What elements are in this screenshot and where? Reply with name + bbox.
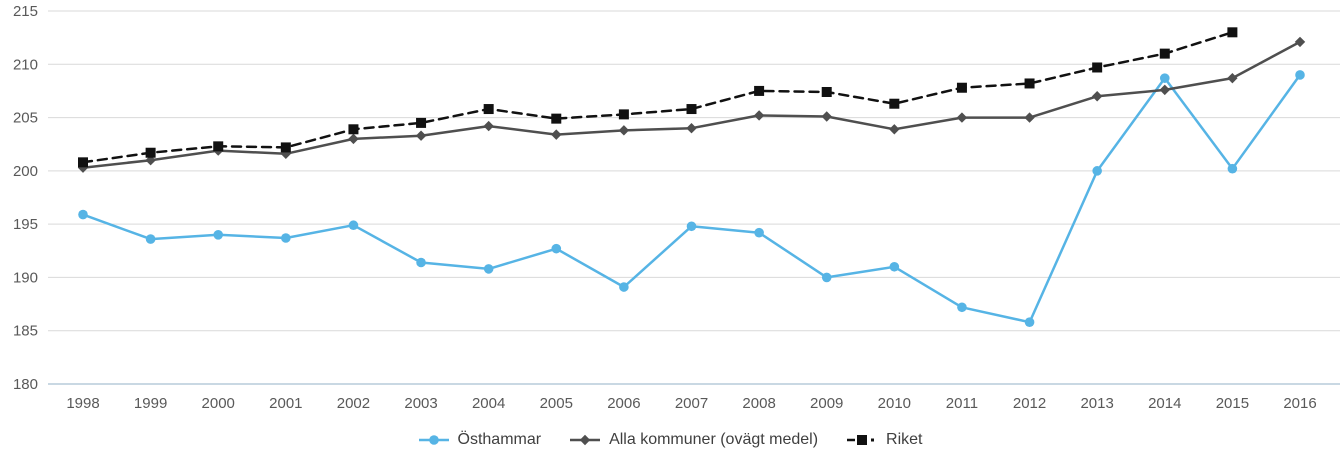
alla-kommuner-ov-gt-medel-marker-2013[interactable] bbox=[1091, 91, 1103, 102]
alla-kommuner-ov-gt-medel-marker-2016[interactable] bbox=[1294, 36, 1306, 48]
alla-kommuner-ov-gt-medel-marker-2004[interactable] bbox=[483, 120, 494, 132]
x-tick-label-1999: 1999 bbox=[134, 395, 167, 412]
sthammar-marker-2014[interactable] bbox=[1159, 73, 1170, 83]
x-tick-label-1998: 1998 bbox=[66, 395, 99, 412]
legend-item-osthammar[interactable]: Östhammar bbox=[418, 431, 542, 449]
x-tick-label-2008: 2008 bbox=[742, 395, 775, 412]
x-tick-label-2004: 2004 bbox=[472, 395, 505, 412]
alla-kommuner-ov-gt-medel-marker-2014[interactable] bbox=[1159, 84, 1170, 96]
y-tick-label: 195 bbox=[13, 216, 38, 233]
riket-marker-2005[interactable] bbox=[551, 113, 562, 124]
riket-marker-2014[interactable] bbox=[1159, 48, 1170, 59]
alla-kommuner-ov-gt-medel-marker-2007[interactable] bbox=[686, 123, 697, 134]
x-tick-label-2009: 2009 bbox=[810, 395, 843, 412]
legend-item-riket[interactable]: Riket bbox=[846, 431, 923, 449]
y-tick-label: 180 bbox=[13, 376, 38, 393]
riket-marker-1999[interactable] bbox=[145, 147, 156, 158]
riket-marker-2000[interactable] bbox=[213, 141, 224, 152]
riket-marker-2015[interactable] bbox=[1227, 27, 1238, 38]
riket-marker-2010[interactable] bbox=[889, 98, 900, 109]
x-tick-label-2015: 2015 bbox=[1216, 395, 1249, 412]
sthammar-marker-2010[interactable] bbox=[889, 261, 900, 272]
alla-kommuner-ov-gt-medel-marker-2006[interactable] bbox=[618, 125, 630, 136]
x-tick-label-2012: 2012 bbox=[1013, 395, 1046, 412]
sthammar-marker-1999[interactable] bbox=[145, 234, 156, 244]
alla-kommuner-ov-gt-medel-marker-2005[interactable] bbox=[551, 129, 562, 140]
alla-kommuner-ov-gt-medel-marker-2012[interactable] bbox=[1024, 112, 1035, 123]
alla-kommuner-line-diamond-icon bbox=[570, 434, 601, 446]
y-tick-label: 185 bbox=[13, 323, 38, 340]
riket-marker-1998[interactable] bbox=[78, 157, 88, 168]
alla-kommuner-ov-gt-medel-marker-2011[interactable] bbox=[956, 112, 968, 123]
riket-marker-2009[interactable] bbox=[821, 86, 832, 97]
alla-kommuner-ov-gt-medel-marker-2008[interactable] bbox=[753, 110, 765, 121]
x-tick-label-2016: 2016 bbox=[1283, 395, 1316, 412]
riket-marker-2008[interactable] bbox=[754, 85, 765, 96]
riket-marker-2012[interactable] bbox=[1024, 78, 1035, 89]
legend-label-riket: Riket bbox=[886, 431, 923, 448]
x-tick-label-2013: 2013 bbox=[1080, 395, 1113, 412]
alla-kommuner-ov-gt-medel-marker-2009[interactable] bbox=[821, 111, 832, 122]
legend-label-alla-kommuner: Alla kommuner (ovägt medel) bbox=[609, 431, 819, 448]
alla-kommuner-ov-gt-medel-marker-2003[interactable] bbox=[415, 130, 427, 141]
sthammar-marker-1998[interactable] bbox=[78, 209, 88, 220]
x-tick-label-2005: 2005 bbox=[540, 395, 573, 412]
riket-marker-2003[interactable] bbox=[416, 117, 427, 128]
x-tick-label-2006: 2006 bbox=[607, 395, 640, 412]
riket-marker-2002[interactable] bbox=[348, 124, 359, 135]
sthammar-marker-2009[interactable] bbox=[821, 272, 832, 283]
riket-marker-2006[interactable] bbox=[618, 109, 629, 120]
x-tick-label-2010: 2010 bbox=[878, 395, 911, 412]
sthammar-marker-2006[interactable] bbox=[619, 282, 629, 292]
alla-kommuner-ov-gt-medel-marker-2015[interactable] bbox=[1227, 72, 1238, 84]
x-tick-label-2001: 2001 bbox=[269, 395, 302, 412]
alla-kommuner-ov-gt-medel-marker-2002[interactable] bbox=[348, 133, 359, 145]
sthammar-marker-2004[interactable] bbox=[483, 264, 494, 274]
sthammar-marker-2013[interactable] bbox=[1092, 166, 1102, 176]
alla-kommuner-ov-gt-medel-marker-2010[interactable] bbox=[889, 124, 900, 135]
riket-dashed-square-icon bbox=[847, 435, 875, 445]
sthammar-marker-2003[interactable] bbox=[416, 257, 426, 268]
sthammar-marker-2005[interactable] bbox=[551, 243, 562, 254]
x-tick-label-2011: 2011 bbox=[946, 395, 978, 412]
riket-marker-2001[interactable] bbox=[280, 142, 291, 153]
x-tick-label-2007: 2007 bbox=[675, 395, 708, 412]
y-tick-label: 200 bbox=[13, 163, 38, 180]
riket-marker-2011[interactable] bbox=[956, 82, 967, 93]
sthammar-marker-2008[interactable] bbox=[754, 227, 764, 238]
x-tick-label-2000: 2000 bbox=[202, 395, 235, 412]
legend-item-alla-kommuner[interactable]: Alla kommuner (ovägt medel) bbox=[569, 431, 818, 449]
riket-marker-2007[interactable] bbox=[686, 104, 697, 115]
x-tick-label-2003: 2003 bbox=[404, 395, 437, 412]
y-tick-label: 190 bbox=[13, 269, 38, 286]
x-tick-label-2002: 2002 bbox=[337, 395, 370, 412]
alla-kommuner-ov-gt-medel-marker-1998[interactable] bbox=[77, 162, 89, 173]
sthammar-marker-2002[interactable] bbox=[348, 220, 359, 231]
legend-label-osthammar: Östhammar bbox=[457, 431, 542, 448]
osthammar-line-circle-icon bbox=[418, 435, 449, 445]
sthammar-marker-2012[interactable] bbox=[1024, 317, 1035, 327]
sthammar-marker-2015[interactable] bbox=[1227, 163, 1238, 174]
sthammar-marker-2001[interactable] bbox=[281, 233, 291, 243]
riket-marker-2013[interactable] bbox=[1092, 62, 1103, 73]
sthammar-marker-2011[interactable] bbox=[957, 302, 967, 313]
series-line-riket bbox=[81, 31, 1234, 164]
y-tick-label: 215 bbox=[13, 3, 38, 20]
sthammar-marker-2000[interactable] bbox=[213, 230, 224, 240]
y-tick-label: 210 bbox=[13, 56, 38, 73]
riket-marker-2004[interactable] bbox=[483, 104, 494, 115]
chart-legend: Östhammar Alla kommuner (ovägt medel) Ri… bbox=[0, 424, 1340, 456]
sthammar-marker-2016[interactable] bbox=[1295, 70, 1305, 80]
sthammar-marker-2007[interactable] bbox=[686, 221, 697, 232]
x-tick-label-2014: 2014 bbox=[1148, 395, 1181, 412]
y-tick-label: 205 bbox=[13, 110, 38, 127]
chart-plot-area: 215 210 205 200 195 190 185 180 1998 1999 2000 2001… bbox=[13, 3, 1340, 412]
